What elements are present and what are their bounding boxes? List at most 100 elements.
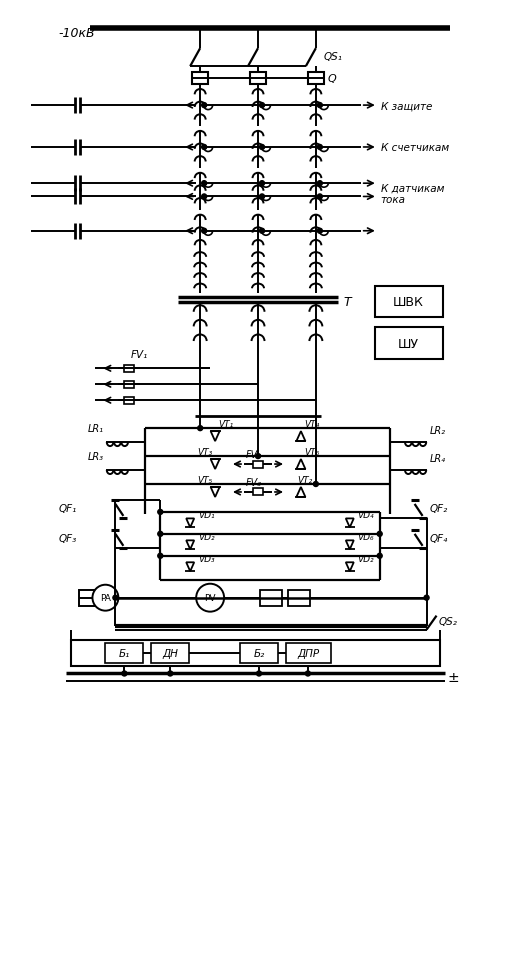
Bar <box>253 461 263 468</box>
Text: Б₂: Б₂ <box>253 648 264 658</box>
Text: ШУ: ШУ <box>398 337 419 351</box>
Text: ДН: ДН <box>162 648 178 658</box>
Circle shape <box>202 145 207 150</box>
Text: VD₂: VD₂ <box>358 554 375 564</box>
Circle shape <box>202 229 207 234</box>
Bar <box>70 640 440 666</box>
Circle shape <box>317 195 322 200</box>
Text: LR₂: LR₂ <box>430 426 445 435</box>
Text: T: T <box>344 296 351 308</box>
Text: ШВК: ШВК <box>393 296 424 308</box>
Circle shape <box>377 554 382 558</box>
Bar <box>151 643 189 663</box>
Circle shape <box>202 195 207 200</box>
Text: LR₁: LR₁ <box>87 424 104 433</box>
Bar <box>192 73 208 85</box>
Text: VT₅: VT₅ <box>197 475 213 484</box>
Circle shape <box>198 426 203 431</box>
Circle shape <box>122 672 127 677</box>
Text: К счетчикам: К счетчикам <box>381 143 449 153</box>
Text: VT₃: VT₃ <box>197 447 213 456</box>
Polygon shape <box>296 431 305 442</box>
Bar <box>250 73 266 85</box>
Text: VT₆: VT₆ <box>304 447 319 456</box>
Circle shape <box>317 104 322 109</box>
Bar <box>240 643 278 663</box>
Polygon shape <box>186 519 194 528</box>
Text: QF₃: QF₃ <box>59 533 77 543</box>
Text: VD₁: VD₁ <box>198 511 215 520</box>
Text: FV₂: FV₂ <box>246 450 262 459</box>
Text: QF₄: QF₄ <box>430 533 448 543</box>
Text: VD₄: VD₄ <box>358 511 375 520</box>
Circle shape <box>113 596 118 601</box>
Text: ДПР: ДПР <box>297 648 320 658</box>
Circle shape <box>158 531 163 537</box>
Bar <box>288 590 310 606</box>
Bar <box>79 590 95 606</box>
Text: QS₁: QS₁ <box>324 52 343 62</box>
Bar <box>124 365 134 373</box>
Polygon shape <box>186 541 194 550</box>
Bar <box>286 643 331 663</box>
Text: PV: PV <box>204 594 216 603</box>
Circle shape <box>377 531 382 537</box>
Text: Q: Q <box>328 74 336 84</box>
Circle shape <box>257 672 261 677</box>
Text: QF₂: QF₂ <box>430 504 448 513</box>
Polygon shape <box>346 563 354 572</box>
Polygon shape <box>211 487 220 498</box>
Bar <box>375 286 443 318</box>
Circle shape <box>168 672 173 677</box>
Circle shape <box>260 104 264 109</box>
Circle shape <box>260 229 264 234</box>
Bar <box>253 489 263 496</box>
Bar <box>124 382 134 388</box>
Text: VD₂: VD₂ <box>198 532 215 542</box>
Text: VT₁: VT₁ <box>218 419 233 429</box>
Bar <box>375 328 443 360</box>
Text: LR₃: LR₃ <box>87 452 104 461</box>
Bar <box>308 73 324 85</box>
Circle shape <box>305 672 311 677</box>
Circle shape <box>202 104 207 109</box>
Circle shape <box>256 455 260 459</box>
Polygon shape <box>211 459 220 470</box>
Text: -10кВ: -10кВ <box>59 27 95 39</box>
Text: VT₄: VT₄ <box>304 419 319 429</box>
Text: FV₁: FV₁ <box>130 350 148 360</box>
Text: Б₁: Б₁ <box>118 648 130 658</box>
Text: FV₃: FV₃ <box>246 478 262 487</box>
Text: VT₂: VT₂ <box>297 475 312 484</box>
Text: VD₃: VD₃ <box>198 554 215 564</box>
Polygon shape <box>296 459 305 470</box>
Circle shape <box>260 195 264 200</box>
Circle shape <box>196 584 224 612</box>
Circle shape <box>317 182 322 186</box>
Polygon shape <box>186 563 194 572</box>
Circle shape <box>260 145 264 150</box>
Circle shape <box>158 554 163 558</box>
Text: К датчикам
тока: К датчикам тока <box>381 183 444 205</box>
Circle shape <box>93 585 118 611</box>
Text: ±: ± <box>448 671 459 685</box>
Text: VD₆: VD₆ <box>358 532 375 542</box>
Circle shape <box>202 182 207 186</box>
Text: К защите: К защите <box>381 101 432 111</box>
Circle shape <box>313 482 318 487</box>
Text: LR₄: LR₄ <box>430 454 445 463</box>
Circle shape <box>158 510 163 515</box>
Text: PA: PA <box>100 594 111 603</box>
Circle shape <box>260 182 264 186</box>
Polygon shape <box>346 541 354 550</box>
Text: QS₂: QS₂ <box>439 616 458 626</box>
Bar <box>124 397 134 405</box>
Circle shape <box>317 229 322 234</box>
Polygon shape <box>211 431 220 442</box>
Polygon shape <box>346 519 354 528</box>
Bar <box>260 590 282 606</box>
Text: QF₁: QF₁ <box>59 504 77 513</box>
Bar <box>105 643 143 663</box>
Polygon shape <box>296 487 305 498</box>
Circle shape <box>424 596 429 601</box>
